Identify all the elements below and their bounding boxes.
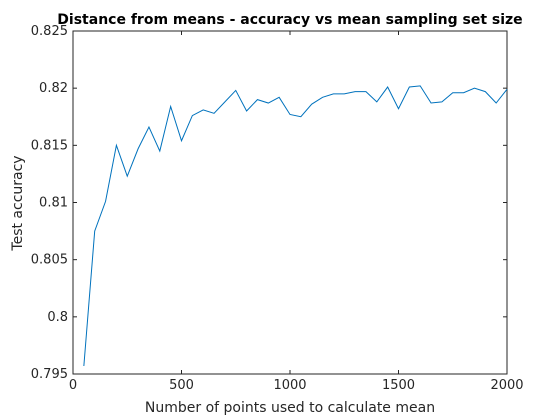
- tick-labels: 0 500 1000 1500 2000 0.795 0.8 0.805 0.81 0.815 0.…: [31, 24, 524, 393]
- chart-title: Distance from means - accuracy vs mean s…: [57, 12, 522, 28]
- y-tick-label: 0.81: [39, 196, 68, 211]
- x-tick-label: 1500: [382, 378, 415, 393]
- x-tick-label: 500: [169, 378, 194, 393]
- y-tick-label: 0.8: [47, 310, 68, 325]
- series-line-test-accuracy: [83, 85, 508, 367]
- y-tick-label: 0.82: [39, 81, 68, 96]
- x-axis-label: Number of points used to calculate mean: [145, 400, 435, 416]
- x-tick-label: 1000: [273, 378, 306, 393]
- y-tick-label: 0.795: [31, 367, 68, 382]
- y-axis-label: Test accuracy: [10, 155, 26, 251]
- x-tick-label: 2000: [490, 378, 523, 393]
- tick-marks: [72, 30, 508, 375]
- x-tick-label: 0: [69, 378, 77, 393]
- y-tick-label: 0.805: [31, 253, 68, 268]
- plot-area: [72, 30, 508, 375]
- y-tick-label: 0.825: [31, 24, 68, 39]
- y-tick-label: 0.815: [31, 138, 68, 153]
